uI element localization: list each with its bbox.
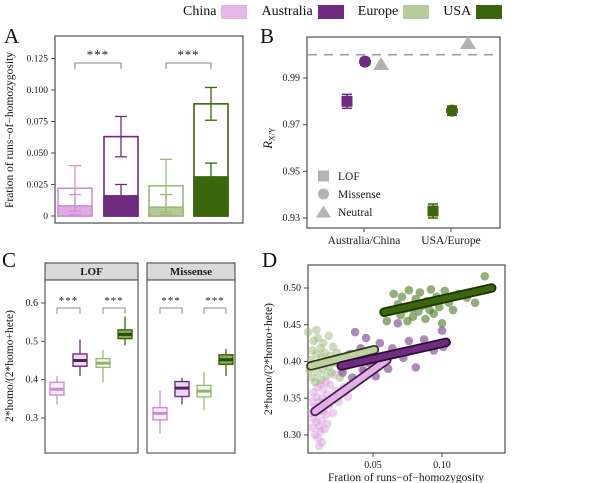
x-axis: Australia/China USA/Europe [328,228,481,247]
svg-text:***: *** [87,47,110,62]
svg-text:LOF: LOF [338,171,360,183]
svg-text:0.50: 0.50 [284,283,302,294]
regression-line-china [312,357,390,415]
svg-text:0.30: 0.30 [284,430,302,441]
legend-swatch [221,5,248,19]
x-axis-label: Fration of runs−of−homozygosity [328,472,484,483]
svg-text:0.45: 0.45 [284,320,302,331]
svg-text:0.35: 0.35 [284,393,302,404]
lof-square-marker [427,205,439,217]
svg-text:***: *** [177,47,200,62]
bars-group [57,86,229,217]
panel-a-bar-chart: 0 0.025 0.050 0.075 0.100 0.125 Fration of run… [4,35,244,224]
y-axis: 0.3 0.4 0.5 0.6 [26,298,45,424]
data-points [341,36,476,219]
legend-swatch [317,5,344,19]
neutral-triangle-marker [373,57,389,71]
panel-letter-b: B [260,24,275,48]
svg-text:Neutral: Neutral [338,207,372,219]
y-axis-label: RX/Y [261,127,277,150]
svg-text:0.100: 0.100 [27,86,49,96]
svg-text:0.05: 0.05 [364,460,382,471]
regression-line-usa [381,285,495,316]
svg-text:***: *** [205,295,225,307]
significance-brackets: *** *** [56,295,126,314]
regression-lines [306,283,497,417]
legend-label: China [183,4,217,19]
regression-line-australia [338,339,450,369]
svg-text:Missense: Missense [338,189,381,201]
panel-letter-a: A [4,24,20,48]
svg-text:***: *** [161,295,181,307]
svg-text:0.95: 0.95 [283,166,301,177]
panel-c-boxplots: 0.30.40.50.62*homo/(2*homo+hete)LOF*** **… [4,262,236,454]
svg-text:0.5: 0.5 [26,336,39,347]
y-axis-label: Fration of runs−of−homozygosity [4,52,16,208]
svg-text:***: *** [59,295,79,307]
svg-text:0.40: 0.40 [284,357,302,368]
panel-letter-c: C [2,248,17,272]
legend-item-europe: Europe [357,4,430,20]
svg-text:0.3: 0.3 [26,413,39,424]
svg-text:***: *** [104,295,124,307]
facet-title: Missense [170,266,212,278]
figure-legend: China Australia Europe USA [183,4,516,20]
facet-missense: Missense *** *** [146,262,236,454]
marker-legend: LOF Missense Neutral [316,170,381,219]
svg-text:0.075: 0.075 [27,118,49,128]
svg-text:0: 0 [43,212,48,222]
axes: 0.30 0.35 0.40 0.45 0.50 0.05 0.10 [284,283,451,471]
y-axis: 0 0.025 0.050 0.075 0.100 0.125 [27,55,55,222]
significance-brackets: *** *** [74,47,212,69]
svg-text:USA/Europe: USA/Europe [421,235,480,247]
svg-text:0.10: 0.10 [433,460,451,471]
legend-item-australia: Australia [261,4,344,20]
legend-label: Europe [357,4,399,19]
facet-plot-border [44,279,139,454]
legend-swatch [476,5,503,19]
svg-text:0.99: 0.99 [283,73,301,84]
facet-title: LOF [80,266,103,278]
neutral-triangle-marker [460,36,476,50]
y-axis: 0.93 0.95 0.97 0.99 [283,73,307,224]
panel-b-rxy-scatter: 0.93 0.95 0.97 0.99 RX/Y Australia/China USA/E… [261,36,501,247]
legend-item-usa: USA [443,4,503,20]
facet-plot-border [146,279,236,454]
legend-label: USA [443,4,472,19]
y-axis-label: 2*homo/(2*homo+hete) [4,310,16,422]
svg-text:0.6: 0.6 [26,298,39,309]
plot-border [306,36,501,229]
svg-text:Australia/China: Australia/China [328,235,401,247]
legend-swatch [403,5,430,19]
svg-text:0.050: 0.050 [27,149,49,159]
svg-text:0.4: 0.4 [26,375,39,386]
svg-text:0.025: 0.025 [27,181,49,191]
significance-brackets: *** *** [159,295,227,314]
legend-item-china: China [183,4,248,20]
missense-circle-marker [446,104,458,117]
svg-text:0.93: 0.93 [283,213,301,224]
svg-text:0.97: 0.97 [283,120,301,131]
svg-text:0.125: 0.125 [27,55,49,65]
panel-letter-d: D [262,248,278,272]
lof-square-marker [341,95,353,107]
legend-label: Australia [261,4,313,19]
y-axis-label: 2*homo/(2*homo+hete) [263,303,275,415]
facet-lof: LOF *** *** [44,262,139,454]
regression-line-europe [307,346,378,369]
missense-circle-marker [359,55,371,68]
